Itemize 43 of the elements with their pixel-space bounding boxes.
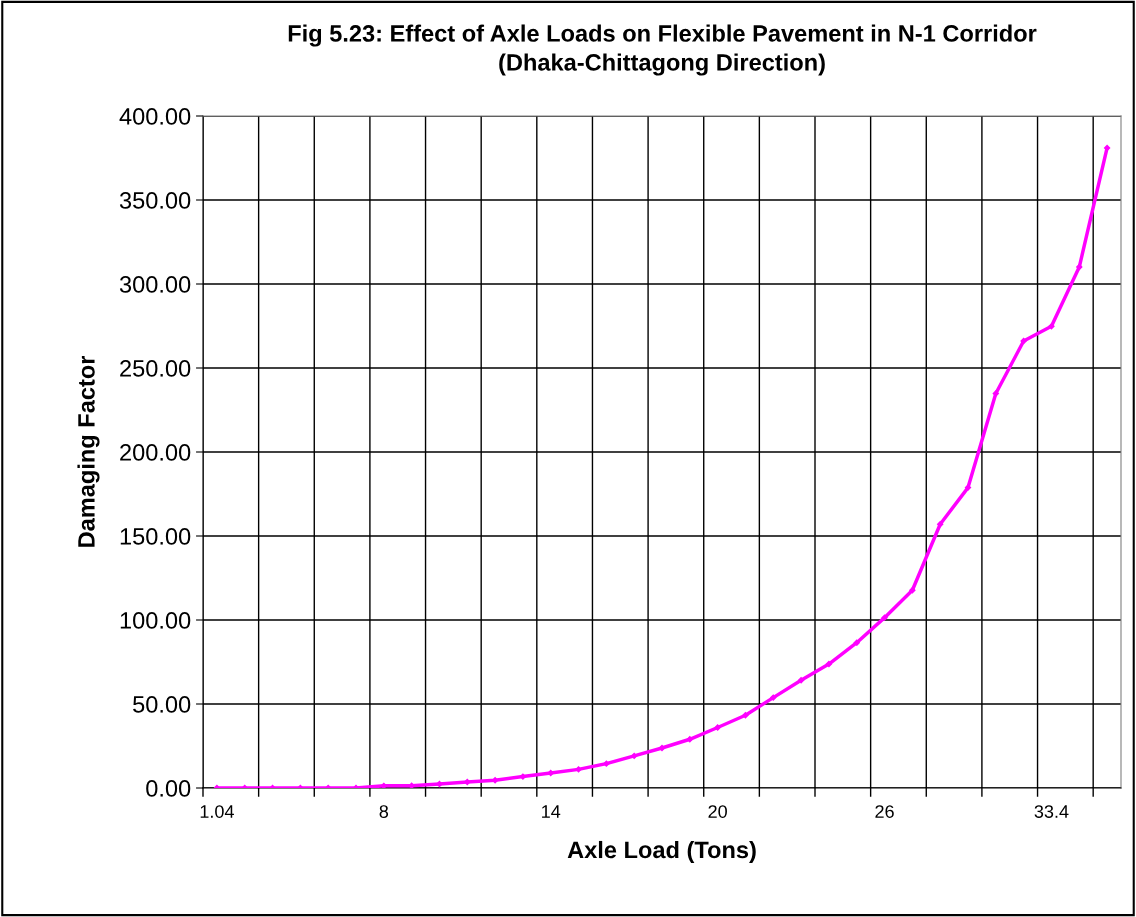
y-tick-label: 50.00 bbox=[133, 696, 191, 713]
x-tick-label: 26 bbox=[875, 805, 894, 818]
point bbox=[658, 744, 666, 752]
point bbox=[1076, 263, 1083, 271]
y-tick-label: 200.00 bbox=[120, 444, 191, 461]
x-tick-label: 33.4 bbox=[1034, 805, 1069, 818]
point bbox=[408, 782, 415, 788]
point bbox=[992, 390, 999, 397]
point bbox=[631, 752, 638, 760]
y-tick-label: 0.00 bbox=[146, 780, 191, 797]
x-axis-title: Axle Load (Tons) bbox=[567, 840, 756, 863]
point bbox=[380, 782, 387, 788]
point bbox=[964, 484, 972, 491]
point bbox=[909, 587, 916, 594]
point bbox=[1103, 144, 1111, 152]
point bbox=[825, 660, 833, 668]
point bbox=[853, 639, 860, 646]
point bbox=[797, 677, 805, 684]
point bbox=[1020, 337, 1027, 345]
point bbox=[686, 736, 693, 743]
point bbox=[770, 694, 777, 701]
point bbox=[464, 778, 471, 786]
x-tick-label: 8 bbox=[379, 805, 389, 818]
point bbox=[1048, 323, 1055, 330]
point bbox=[714, 724, 721, 731]
point bbox=[881, 614, 888, 621]
y-tick-label: 100.00 bbox=[120, 612, 191, 629]
x-tick-label: 14 bbox=[542, 805, 561, 818]
y-tick-label: 350.00 bbox=[119, 192, 191, 209]
point bbox=[547, 769, 554, 777]
point bbox=[436, 780, 443, 788]
y-tick-label: 250.00 bbox=[120, 360, 191, 377]
y-axis-title: Damaging Factor bbox=[77, 355, 100, 547]
y-tick-label: 300.00 bbox=[119, 276, 191, 293]
y-tick-label: 150.00 bbox=[120, 528, 191, 545]
x-tick-label: 1.04 bbox=[200, 805, 234, 818]
point bbox=[742, 712, 749, 719]
x-tick-label: 20 bbox=[708, 805, 727, 818]
point bbox=[603, 760, 610, 767]
y-tick-label: 400.00 bbox=[119, 108, 191, 125]
point bbox=[937, 521, 944, 528]
chart-title: Fig 5.23: Effect of Axle Loads on Flexible Pavement in N-1 Corridor (Dhaka-Chittagong Direction) bbox=[288, 24, 1037, 76]
point bbox=[575, 766, 582, 773]
